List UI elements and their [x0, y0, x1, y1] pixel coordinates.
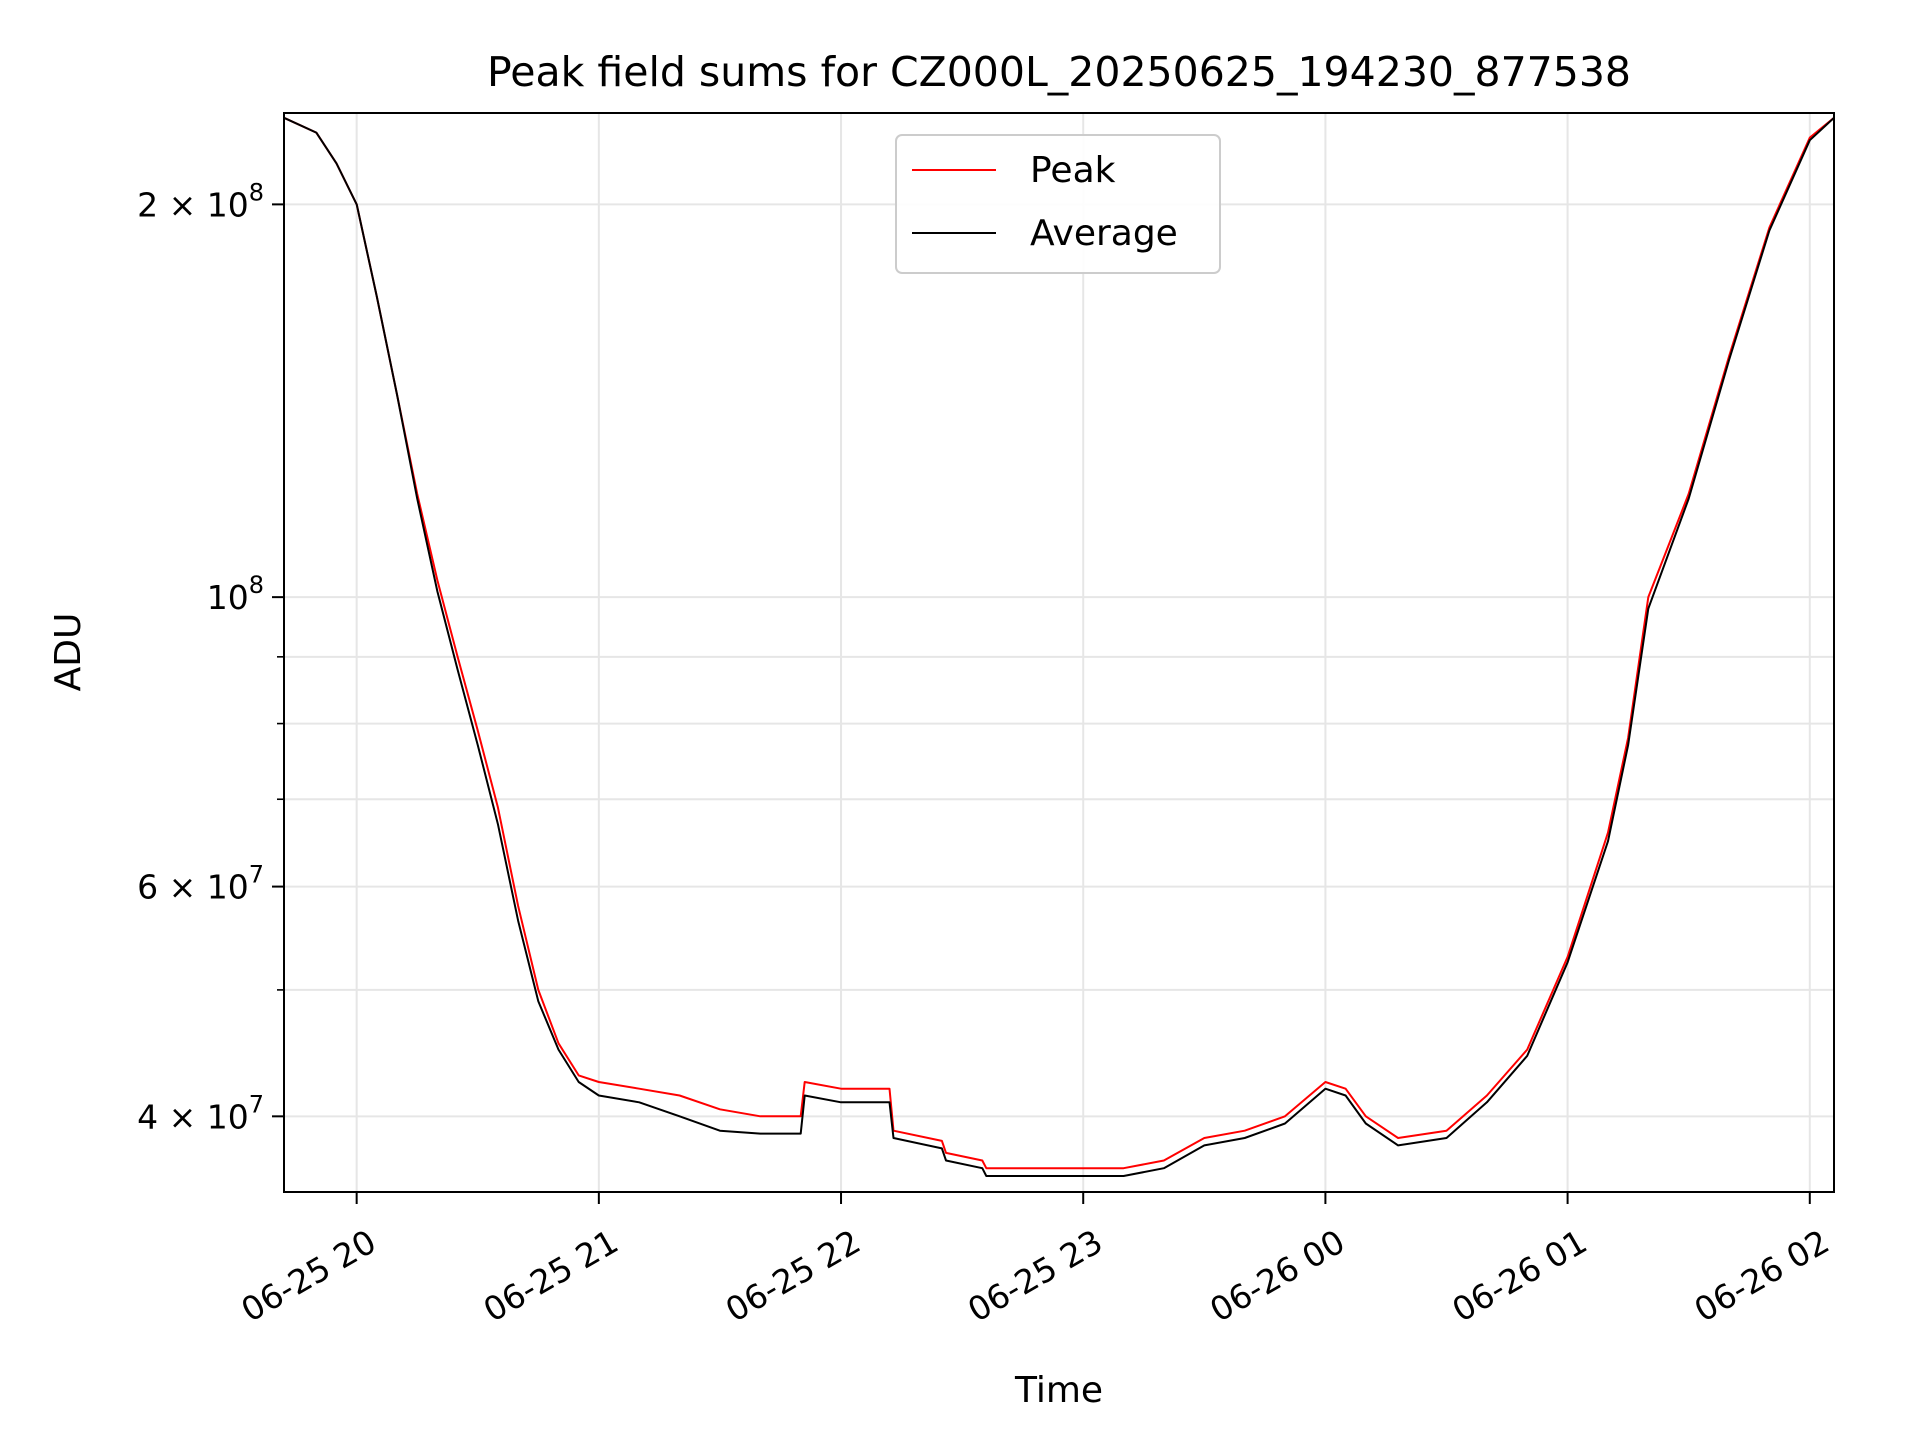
y-tick-label: 6 × 107	[137, 861, 264, 907]
y-axis-label: ADU	[48, 613, 89, 692]
series-line-peak	[283, 116, 1835, 1170]
legend-label-average: Average	[1030, 213, 1178, 254]
x-axis-label: Time	[1014, 1370, 1103, 1411]
series-layer	[283, 116, 1835, 1177]
x-tick-label: 06-25 23	[961, 1222, 1109, 1330]
y-axis-ticks: 4 × 107 6 × 107 108 2 × 108	[137, 178, 284, 1136]
legend-label-peak: Peak	[1030, 150, 1116, 191]
x-tick-label: 06-26 00	[1203, 1222, 1351, 1330]
x-axis-ticks: 06-25 20 06-25 21 06-25 22 06-25 23 06-26 00…	[235, 1192, 1836, 1330]
chart-title: Peak field sums for CZ000L_20250625_1942…	[487, 48, 1631, 96]
plot-frame	[283, 112, 1835, 1193]
y-tick-label: 2 × 108	[137, 178, 264, 224]
x-tick-label: 06-26 02	[1688, 1222, 1836, 1330]
x-tick-label: 06-25 22	[719, 1222, 867, 1330]
y-tick-label: 4 × 107	[137, 1090, 264, 1136]
series-line-average	[283, 116, 1835, 1177]
grid	[284, 113, 1834, 1192]
y-tick-label: 108	[207, 571, 264, 617]
x-tick-label: 06-26 01	[1445, 1222, 1593, 1330]
x-tick-label: 06-25 20	[235, 1222, 383, 1330]
x-tick-label: 06-25 21	[477, 1222, 625, 1330]
legend: Peak Average	[895, 134, 1221, 274]
